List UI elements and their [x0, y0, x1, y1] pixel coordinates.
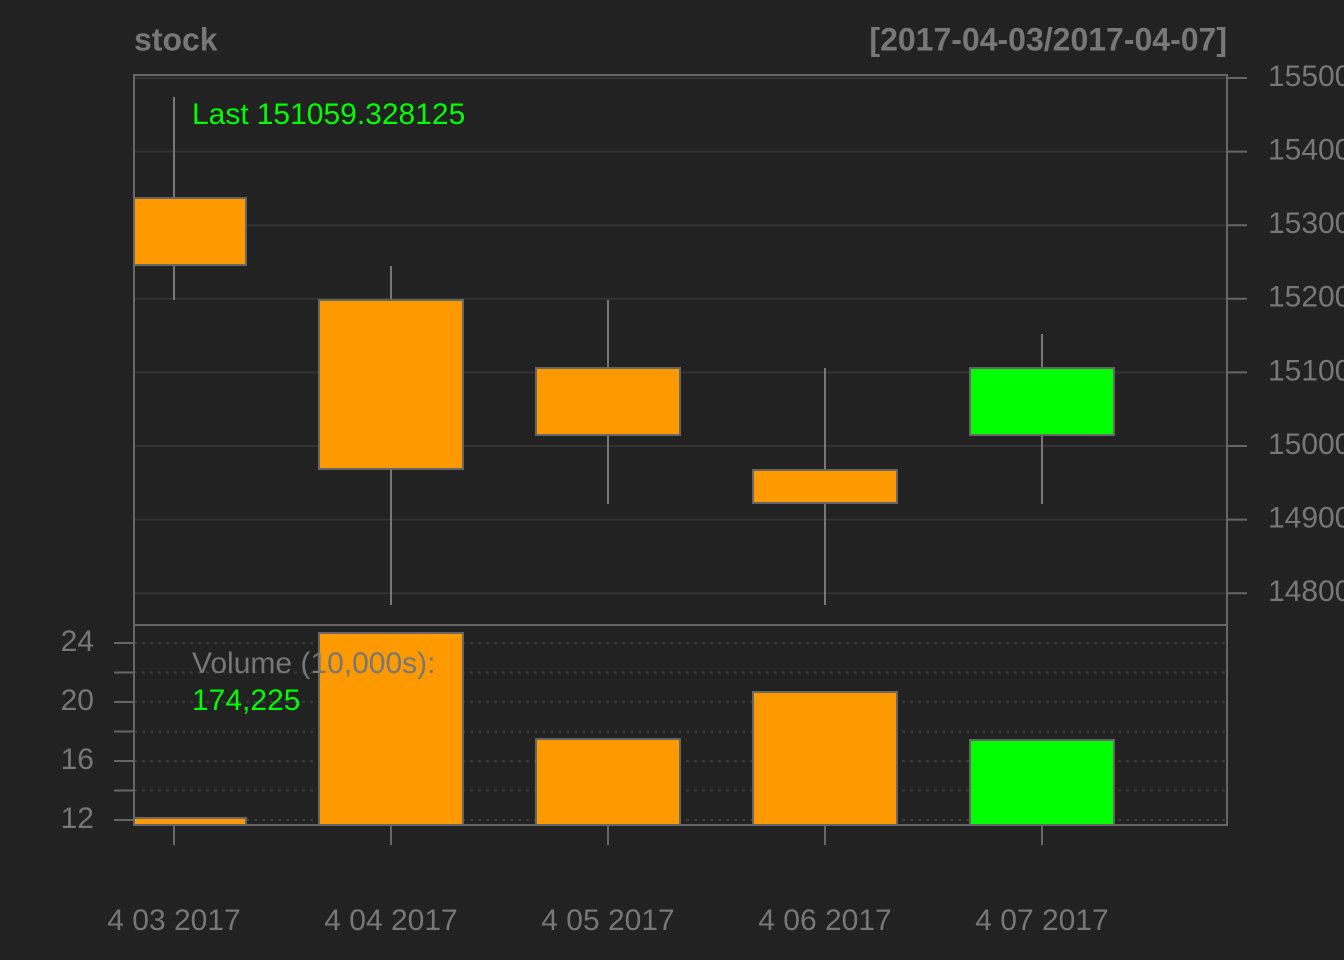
last-value: 151059.328125 — [257, 98, 466, 131]
x-tick-label: 4 03 2017 — [107, 904, 240, 937]
volume-bar — [752, 690, 898, 825]
x-tick-label: 4 05 2017 — [541, 904, 674, 937]
y-tick-label: 12 — [61, 802, 94, 835]
y-tick-label: 153000 — [1268, 207, 1344, 240]
chart-title: stock — [134, 21, 218, 57]
marks — [134, 97, 1115, 825]
candle-body — [752, 469, 898, 504]
y-tick-label: 24 — [61, 625, 94, 658]
x-tick-label: 4 07 2017 — [975, 904, 1108, 937]
volume-label: Volume (10,000s): — [192, 647, 435, 680]
last-label: Last — [192, 98, 249, 131]
y-tick-label: 16 — [61, 743, 94, 776]
candle-body — [969, 367, 1115, 437]
y-tick-label: 152000 — [1268, 281, 1344, 314]
volume-bar — [969, 739, 1115, 825]
volume-bar — [318, 631, 464, 825]
date-range: [2017-04-03/2017-04-07] — [869, 21, 1227, 57]
volume-bar — [535, 738, 681, 825]
y-tick-label: 148000 — [1268, 575, 1344, 608]
y-tick-label: 155000 — [1268, 60, 1344, 93]
candle-body — [318, 298, 464, 470]
volume-last: 174,225 — [192, 684, 300, 717]
y-tick-label: 154000 — [1268, 134, 1344, 167]
x-tick-label: 4 04 2017 — [324, 904, 457, 937]
y-tick-label: 151000 — [1268, 354, 1344, 387]
y-tick-label: 20 — [61, 684, 94, 717]
y-tick-label: 150000 — [1268, 428, 1344, 461]
x-tick-label: 4 06 2017 — [758, 904, 891, 937]
candle-body — [134, 196, 247, 267]
volume-panel — [133, 624, 1228, 826]
candle-body — [535, 366, 681, 437]
y-tick-label: 149000 — [1268, 502, 1344, 535]
